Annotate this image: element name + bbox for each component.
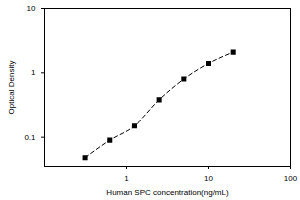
svg-text:1: 1 [31, 68, 36, 77]
svg-text:10: 10 [204, 174, 213, 183]
svg-text:10: 10 [27, 4, 36, 13]
svg-text:1: 1 [124, 174, 129, 183]
svg-text:0.1: 0.1 [24, 133, 36, 142]
svg-text:Human SPC concentration(ng/mL): Human SPC concentration(ng/mL) [106, 188, 229, 197]
svg-text:100: 100 [284, 174, 298, 183]
svg-text:Optical Density: Optical Density [7, 61, 16, 115]
